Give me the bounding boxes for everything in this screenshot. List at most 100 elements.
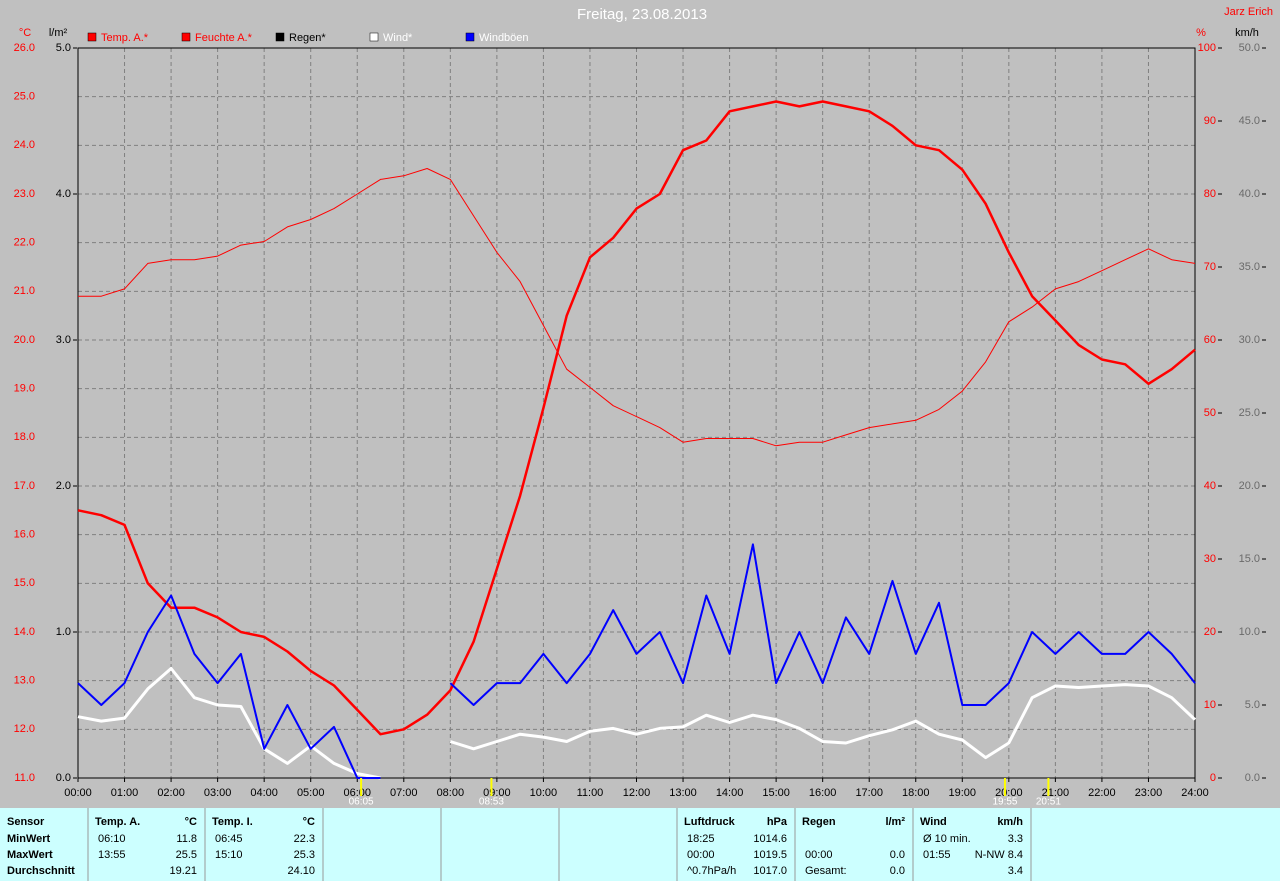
- x-tick-label: 12:00: [623, 787, 651, 799]
- x-tick-label: 08:00: [437, 787, 465, 799]
- table-cell: ^0.7hPa/h: [687, 865, 736, 877]
- table-cell: 11.8: [176, 833, 197, 845]
- x-tick-label: 10:00: [530, 787, 558, 799]
- section-unit: °C: [303, 816, 315, 828]
- legend-swatch: [369, 32, 379, 42]
- x-tick-label: 04:00: [250, 787, 278, 799]
- y-tick-label: 13.0: [14, 675, 35, 687]
- axis-label: %: [1196, 27, 1206, 39]
- y-tick-label: 15.0: [1239, 553, 1260, 565]
- table-cell: 3.3: [1008, 833, 1023, 845]
- y-tick-label: 18.0: [14, 431, 35, 443]
- y-tick-label: 20.0: [1239, 480, 1260, 492]
- y-tick-label: 70: [1204, 261, 1216, 273]
- author: Jarz Erich: [1224, 6, 1273, 18]
- section-unit: l/m²: [885, 816, 905, 828]
- chart-title: Freitag, 23.08.2013: [577, 6, 707, 23]
- y-tick-label: 100: [1198, 42, 1216, 54]
- x-tick-label: 22:00: [1088, 787, 1116, 799]
- y-tick-label: 30.0: [1239, 334, 1260, 346]
- y-tick-label: 4.0: [56, 188, 71, 200]
- table-cell: 18:25: [687, 833, 715, 845]
- x-tick-label: 11:00: [577, 787, 604, 799]
- y-tick-label: 40: [1204, 480, 1216, 492]
- legend-label: Windböen: [479, 32, 529, 44]
- x-tick-label: 14:00: [716, 787, 744, 799]
- table-cell: 25.5: [176, 849, 197, 861]
- table-cell: 22.3: [294, 833, 315, 845]
- x-tick-label: 16:00: [809, 787, 837, 799]
- table-cell: 13:55: [98, 849, 126, 861]
- legend-label: Temp. A.*: [101, 32, 149, 44]
- y-tick-label: 5.0: [56, 42, 71, 54]
- table-cell: 00:00: [805, 849, 833, 861]
- y-tick-label: 17.0: [14, 480, 35, 492]
- table-cell: 19.21: [169, 865, 197, 877]
- y-tick-label: 40.0: [1239, 188, 1260, 200]
- y-tick-label: 10: [1204, 699, 1216, 711]
- legend-swatch: [275, 32, 285, 42]
- y-tick-label: 30: [1204, 553, 1216, 565]
- series-line: [77, 100, 1196, 736]
- y-tick-label: 60: [1204, 334, 1216, 346]
- y-tick-label: 2.0: [56, 480, 71, 492]
- table-cell: 0.0: [890, 849, 905, 861]
- stats-table: [0, 808, 1280, 881]
- section-title: Temp. A.: [95, 816, 140, 828]
- y-tick-label: 5.0: [1245, 699, 1260, 711]
- y-tick-label: 26.0: [14, 42, 35, 54]
- section-title: Regen: [802, 816, 836, 828]
- annotation-label: 06:05: [349, 797, 374, 808]
- y-tick-label: 0: [1210, 772, 1216, 784]
- row-label: MaxWert: [7, 849, 53, 861]
- legend-label: Feuchte A.*: [195, 32, 253, 44]
- y-tick-label: 50.0: [1239, 42, 1260, 54]
- table-cell: 06:45: [215, 833, 243, 845]
- y-tick-label: 22.0: [14, 237, 35, 249]
- y-tick-label: 19.0: [14, 383, 35, 395]
- y-tick-label: 20: [1204, 626, 1216, 638]
- table-cell: 1014.6: [753, 833, 787, 845]
- x-tick-label: 01:00: [111, 787, 139, 799]
- legend-swatch: [87, 32, 97, 42]
- y-tick-label: 25.0: [14, 91, 35, 103]
- y-tick-label: 24.0: [14, 139, 35, 151]
- table-cell: 25.3: [294, 849, 315, 861]
- section-title: Wind: [920, 816, 947, 828]
- legend-swatch: [181, 32, 191, 42]
- table-cell: 3.4: [1008, 865, 1023, 877]
- x-tick-label: 20:00: [995, 787, 1023, 799]
- table-cell: 24.10: [287, 865, 315, 877]
- y-tick-label: 23.0: [14, 188, 35, 200]
- table-cell: 1017.0: [753, 865, 787, 877]
- table-cell: 00:00: [687, 849, 715, 861]
- annotation-label: 08:53: [479, 797, 504, 808]
- y-tick-label: 50: [1204, 407, 1216, 419]
- y-tick-label: 1.0: [56, 626, 71, 638]
- section-title: Luftdruck: [684, 816, 736, 828]
- legend-label: Wind*: [383, 32, 413, 44]
- annotation-label: 19:55: [992, 797, 1017, 808]
- y-tick-label: 20.0: [14, 334, 35, 346]
- table-cell: 01:55: [923, 849, 951, 861]
- x-tick-label: 13:00: [669, 787, 697, 799]
- legend-swatch: [465, 32, 475, 42]
- section-unit: km/h: [997, 816, 1023, 828]
- table-cell: N-NW 8.4: [975, 849, 1023, 861]
- axis-label: km/h: [1235, 27, 1259, 39]
- section-title: Temp. I.: [212, 816, 253, 828]
- table-cell: Ø 10 min.: [923, 833, 971, 845]
- row-label: MinWert: [7, 833, 51, 845]
- x-tick-label: 07:00: [390, 787, 418, 799]
- x-tick-label: 02:00: [157, 787, 185, 799]
- y-tick-label: 21.0: [14, 285, 35, 297]
- y-tick-label: 0.0: [1245, 772, 1260, 784]
- y-tick-label: 12.0: [14, 723, 35, 735]
- y-tick-label: 10.0: [1239, 626, 1260, 638]
- section-unit: hPa: [767, 816, 788, 828]
- x-tick-label: 03:00: [204, 787, 232, 799]
- y-tick-label: 0.0: [56, 772, 71, 784]
- x-tick-label: 23:00: [1135, 787, 1163, 799]
- y-tick-label: 14.0: [14, 626, 35, 638]
- y-tick-label: 25.0: [1239, 407, 1260, 419]
